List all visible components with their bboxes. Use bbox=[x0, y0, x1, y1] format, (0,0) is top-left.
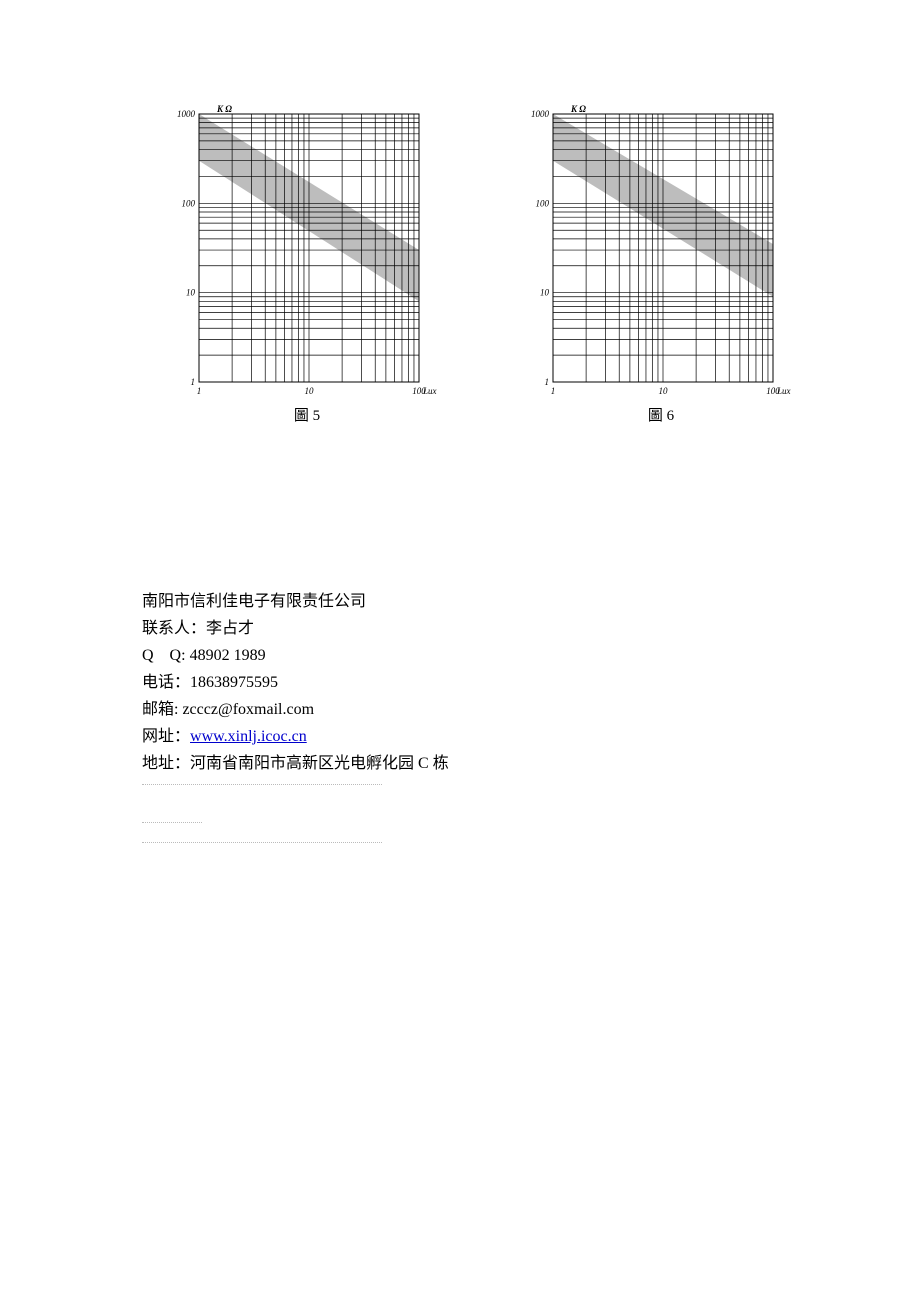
phone-value: 18638975595 bbox=[190, 674, 278, 691]
phone-label: 电话： bbox=[142, 674, 190, 691]
address-label: 地址： bbox=[142, 755, 190, 772]
address-value: 河南省南阳市高新区光电孵化园 C 栋 bbox=[190, 755, 449, 772]
svg-text:1: 1 bbox=[545, 377, 550, 387]
email-label: 邮箱: bbox=[142, 701, 182, 718]
qq-label: Q Q: bbox=[142, 647, 190, 664]
contact-block: 南阳市信利佳电子有限责任公司 联系人：李占才 Q Q: 48902 1989 电… bbox=[142, 588, 449, 777]
charts-row: 1101001000110100K ΩLux 圖 5 1101001000110… bbox=[165, 100, 803, 425]
svg-text:1: 1 bbox=[191, 377, 196, 387]
contact-label: 联系人： bbox=[142, 620, 206, 637]
qq-line: Q Q: 48902 1989 bbox=[142, 642, 449, 669]
svg-text:Lux: Lux bbox=[422, 386, 437, 396]
contact-person-line: 联系人：李占才 bbox=[142, 615, 449, 642]
email-line: 邮箱: zcccz@foxmail.com bbox=[142, 696, 449, 723]
svg-text:10: 10 bbox=[305, 386, 315, 396]
svg-text:K Ω: K Ω bbox=[570, 104, 586, 114]
dotted-separator-3 bbox=[142, 842, 382, 843]
website-line: 网址：www.xinlj.icoc.cn bbox=[142, 723, 449, 750]
chart-6-caption: 圖 6 bbox=[648, 404, 674, 425]
chart-6-svg: 1101001000110100K ΩLux bbox=[519, 100, 803, 400]
chart-5-block: 1101001000110100K ΩLux 圖 5 bbox=[165, 100, 449, 425]
svg-text:1: 1 bbox=[197, 386, 202, 396]
svg-text:100: 100 bbox=[536, 198, 550, 208]
svg-text:Lux: Lux bbox=[776, 386, 791, 396]
dotted-separator-1 bbox=[142, 784, 382, 785]
contact-name: 李占才 bbox=[206, 620, 254, 637]
dotted-separator-2 bbox=[142, 822, 202, 823]
svg-text:10: 10 bbox=[659, 386, 669, 396]
website-link[interactable]: www.xinlj.icoc.cn bbox=[190, 728, 307, 745]
svg-text:10: 10 bbox=[540, 288, 550, 298]
svg-text:100: 100 bbox=[182, 198, 196, 208]
company-name: 南阳市信利佳电子有限责任公司 bbox=[142, 588, 449, 615]
qq-value: 48902 1989 bbox=[190, 647, 266, 664]
svg-text:1000: 1000 bbox=[531, 109, 550, 119]
chart-5-caption: 圖 5 bbox=[294, 404, 320, 425]
svg-text:1: 1 bbox=[551, 386, 556, 396]
chart-6-block: 1101001000110100K ΩLux 圖 6 bbox=[519, 100, 803, 425]
address-line: 地址：河南省南阳市高新区光电孵化园 C 栋 bbox=[142, 750, 449, 777]
svg-text:10: 10 bbox=[186, 288, 196, 298]
email-value: zcccz@foxmail.com bbox=[182, 701, 314, 718]
svg-text:K Ω: K Ω bbox=[216, 104, 232, 114]
website-label: 网址： bbox=[142, 728, 190, 745]
svg-text:1000: 1000 bbox=[177, 109, 196, 119]
chart-5-svg: 1101001000110100K ΩLux bbox=[165, 100, 449, 400]
phone-line: 电话：18638975595 bbox=[142, 669, 449, 696]
